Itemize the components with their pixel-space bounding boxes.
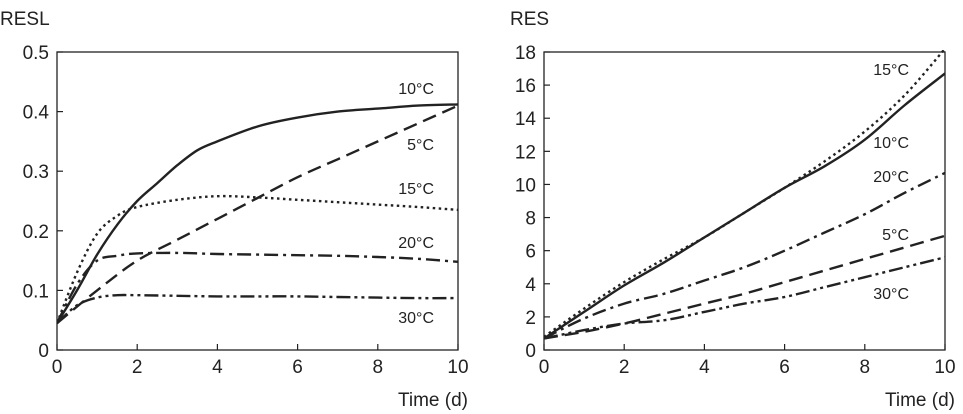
x-tick-label: 4 xyxy=(212,357,223,378)
y-tick-label: 0.2 xyxy=(23,222,49,243)
y-tick-label: 4 xyxy=(525,275,536,296)
series-line-5CC xyxy=(57,104,458,325)
y-tick-label: 0.4 xyxy=(23,103,50,124)
series-group xyxy=(57,103,458,325)
series-label: 20°C xyxy=(873,169,909,186)
y-tick-label: 10 xyxy=(515,175,536,196)
y-axis-label: RESL xyxy=(0,9,50,30)
x-tick-label: 8 xyxy=(860,357,871,378)
series-label: 15°C xyxy=(398,181,434,198)
series-line-10CC xyxy=(544,72,945,340)
series-label: 5°C xyxy=(407,137,434,154)
y-tick-label: 0.3 xyxy=(23,162,49,183)
y-tick-label: 0 xyxy=(525,341,536,362)
series-line-20CC xyxy=(544,171,945,340)
x-tick-label: 2 xyxy=(619,357,630,378)
x-axis-label: Time (d) xyxy=(885,390,955,411)
series-label: 10°C xyxy=(873,135,909,152)
x-tick-label: 10 xyxy=(934,357,955,378)
x-tick-label: 6 xyxy=(292,357,303,378)
series-label: 10°C xyxy=(398,81,434,98)
series-label: 20°C xyxy=(398,235,434,252)
y-tick-label: 14 xyxy=(515,109,537,130)
y-tick-label: 0.5 xyxy=(23,43,49,64)
y-tick-label: 12 xyxy=(515,142,536,163)
chart-resl: 0 0.1 0.2 0.3 0.4 0.5 0 2 4 6 8 10 RESL Time (d) 10°C 5… xyxy=(0,9,469,411)
x-tick-label: 10 xyxy=(447,357,468,378)
x-tick-label: 0 xyxy=(52,357,63,378)
x-tick-label: 2 xyxy=(132,357,143,378)
series-label: 30°C xyxy=(398,310,434,327)
series-line-15CC xyxy=(57,194,458,324)
series-line-20CC xyxy=(57,251,458,324)
series-label: 30°C xyxy=(873,286,909,303)
y-tick-label: 8 xyxy=(525,209,536,230)
chart-res: 0 2 4 6 8 10 12 14 16 18 0 2 4 6 8 10 RES Time (d) 15°C 10°… xyxy=(510,9,956,411)
series-group xyxy=(544,50,945,340)
y-tick-label: 2 xyxy=(525,308,536,329)
series-label: 15°C xyxy=(873,62,909,79)
y-tick-label: 6 xyxy=(525,242,536,263)
y-tick-label: 0.1 xyxy=(23,281,49,302)
x-tick-label: 0 xyxy=(539,357,550,378)
y-tick-label: 16 xyxy=(515,76,536,97)
plot-frame xyxy=(56,51,459,351)
x-tick-label: 6 xyxy=(779,357,790,378)
series-label: 5°C xyxy=(882,227,909,244)
x-tick-label: 4 xyxy=(699,357,710,378)
y-tick-label: 0 xyxy=(38,341,49,362)
series-line-30CC xyxy=(57,293,458,325)
plot-frame xyxy=(543,51,946,351)
y-axis-label: RES xyxy=(510,9,549,30)
x-axis-label: Time (d) xyxy=(398,390,468,411)
series-line-30CC xyxy=(544,256,945,340)
series-line-10CC xyxy=(57,103,458,324)
x-tick-label: 8 xyxy=(373,357,384,378)
y-tick-label: 18 xyxy=(515,43,536,64)
